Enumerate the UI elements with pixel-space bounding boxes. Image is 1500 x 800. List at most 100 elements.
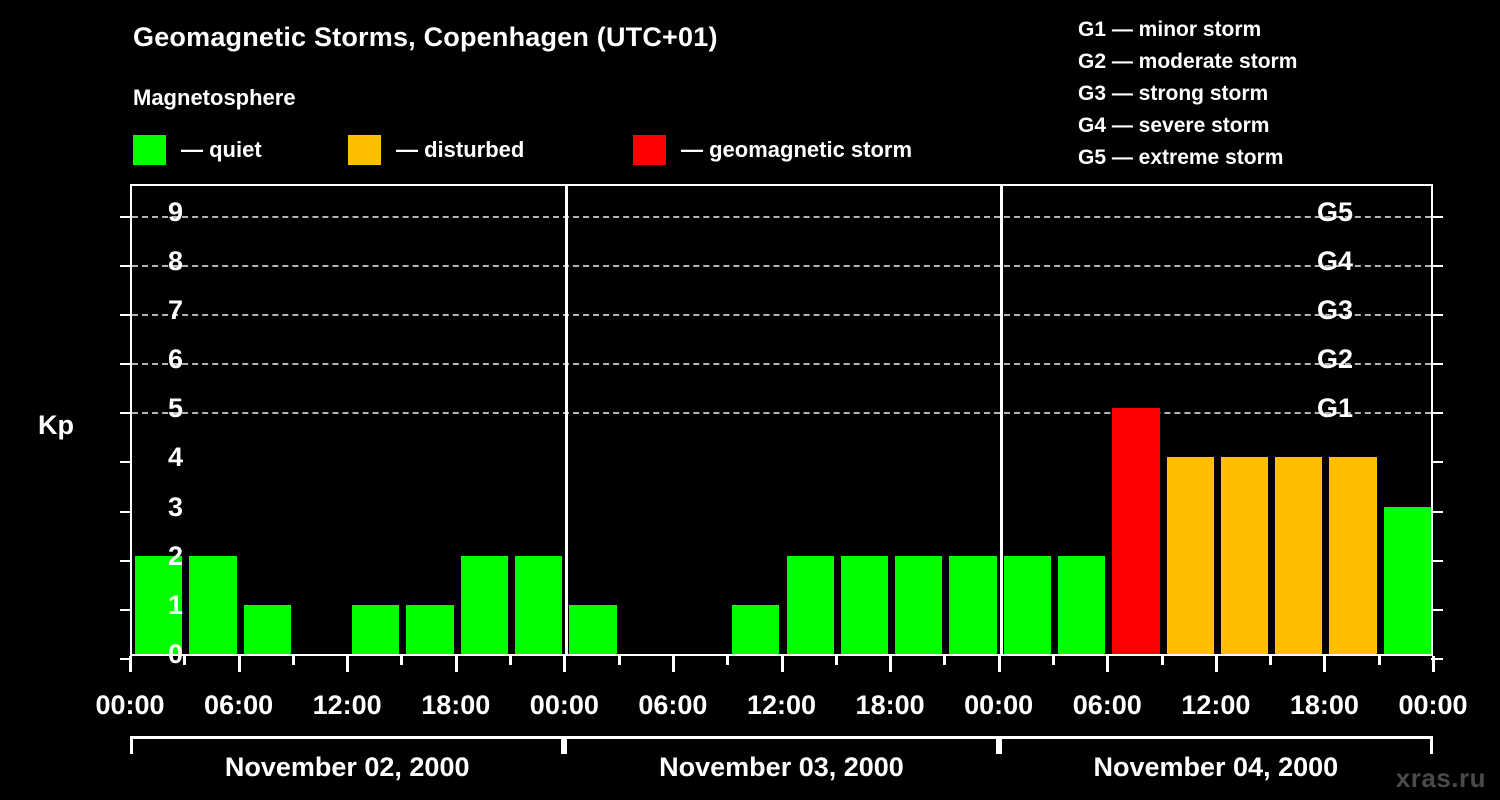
x-axis-tick <box>1106 656 1110 672</box>
kp-bar <box>786 555 834 654</box>
gridline <box>132 412 1431 415</box>
y-axis-tick-label: 3 <box>167 491 183 522</box>
g-scale-legend-row: G5 — extreme storm <box>1078 146 1284 169</box>
y-axis-tick-label: 7 <box>167 294 183 325</box>
chart-subtitle: Magnetosphere <box>133 85 296 110</box>
y-axis-tick-label: 6 <box>167 344 183 374</box>
x-axis-minor-tick <box>1051 656 1055 665</box>
orange-swatch <box>348 135 381 165</box>
x-axis-minor-tick <box>943 656 947 665</box>
g-axis-tick-label: G3 <box>1317 294 1354 325</box>
g-axis-tick <box>1431 363 1443 365</box>
x-axis-tick <box>1323 656 1327 672</box>
gridline <box>132 313 1431 316</box>
day-group-label: November 02, 2000 <box>224 752 470 782</box>
x-axis-tick <box>671 656 675 672</box>
g-scale-legend-row: G1 — minor storm <box>1078 18 1262 41</box>
legend-item: — quiet <box>133 135 262 165</box>
y-axis-tick-label: 8 <box>167 245 183 276</box>
g-axis-tick <box>1431 510 1443 513</box>
g-axis-tick <box>1431 215 1443 218</box>
y-axis-tick <box>120 510 132 513</box>
kp-bar <box>1057 555 1106 654</box>
y-axis-tick <box>120 658 132 660</box>
x-axis-tick-label: 12:00 <box>312 690 382 720</box>
x-axis-tick <box>780 656 784 672</box>
x-axis-tick <box>454 656 458 672</box>
red-swatch <box>633 135 666 165</box>
g-axis-tick <box>1431 461 1443 464</box>
g-axis-tick <box>1431 658 1443 660</box>
kp-bar <box>1383 506 1431 654</box>
y-axis-tick-label: 0 <box>167 639 183 669</box>
g-axis-tick <box>1431 608 1443 611</box>
kp-bar <box>460 555 509 654</box>
x-axis-tick-label: 06:00 <box>638 690 708 720</box>
kp-bar <box>515 555 563 654</box>
kp-bar <box>352 604 400 654</box>
x-axis-tick-label: 00:00 <box>1398 690 1468 720</box>
g-axis-tick <box>1431 412 1443 415</box>
kp-bar <box>243 604 291 654</box>
kp-bar <box>1220 457 1269 654</box>
kp-bar <box>569 604 617 654</box>
y-axis-tick <box>120 559 132 562</box>
x-axis-tick-label: 00:00 <box>964 690 1034 720</box>
y-axis-tick <box>120 461 132 464</box>
y-axis-tick-label: 1 <box>167 589 183 620</box>
kp-bar <box>406 604 454 654</box>
x-axis-minor-tick <box>1160 656 1164 665</box>
kp-bar <box>1003 555 1051 654</box>
kp-bar <box>1329 457 1377 654</box>
day-group-bracket <box>564 736 999 754</box>
x-axis-tick-label: 18:00 <box>1289 690 1359 720</box>
legend-item-label: — disturbed <box>396 137 525 162</box>
kp-bar <box>840 555 889 654</box>
y-axis-tick <box>120 363 132 365</box>
x-axis-minor-tick <box>509 656 513 665</box>
x-axis-tick <box>563 656 567 672</box>
legend-item-label: — quiet <box>181 137 262 162</box>
x-axis-minor-tick <box>617 656 621 665</box>
plot-area <box>120 184 1443 660</box>
green-swatch <box>133 135 166 165</box>
gridline <box>132 363 1431 365</box>
x-axis-tick <box>889 656 893 672</box>
kp-bar <box>189 555 237 654</box>
legend-item: — geomagnetic storm <box>633 135 912 165</box>
kp-bar <box>895 555 943 654</box>
g-scale-legend: G1 — minor storm G2 — moderate storm G3 — … <box>1078 14 1297 174</box>
x-axis-minor-tick <box>1269 656 1273 665</box>
x-axis-tick-label: 00:00 <box>529 690 599 720</box>
gridline <box>132 264 1431 267</box>
x-axis-minor-tick <box>400 656 404 665</box>
x-axis-minor-tick <box>183 656 187 665</box>
kp-bar <box>1275 457 1323 654</box>
x-axis-minor-tick <box>291 656 295 665</box>
kp-bar <box>1112 408 1160 654</box>
y-axis-tick-label: 2 <box>167 540 183 571</box>
x-axis-tick <box>346 656 350 672</box>
y-axis-tick <box>120 313 132 316</box>
x-axis-tick-label: 18:00 <box>421 690 491 720</box>
legend-item-label: — geomagnetic storm <box>681 137 913 162</box>
x-axis-tick <box>997 656 1001 672</box>
g-axis-tick-label: G1 <box>1317 393 1354 424</box>
x-axis-tick-label: 00:00 <box>95 690 165 720</box>
day-separator <box>999 186 1003 654</box>
day-group-label: November 03, 2000 <box>659 752 904 782</box>
x-axis-tick-label: 18:00 <box>855 690 925 720</box>
g-scale-legend-row: G2 — moderate storm <box>1078 50 1298 73</box>
y-axis-tick-label: 5 <box>167 393 183 424</box>
x-axis-minor-tick <box>834 656 838 665</box>
g-axis-tick <box>1431 313 1443 316</box>
g-scale-legend-row: G3 — strong storm <box>1078 82 1269 105</box>
x-axis-tick <box>129 656 132 672</box>
watermark: xras.ru <box>1395 763 1486 793</box>
kp-bar <box>732 604 780 654</box>
page-title: Geomagnetic Storms, Copenhagen (UTC+01) <box>133 22 718 52</box>
x-axis-tick-label: 06:00 <box>1072 690 1142 720</box>
day-separator <box>565 186 569 654</box>
g-axis-tick <box>1431 559 1443 562</box>
